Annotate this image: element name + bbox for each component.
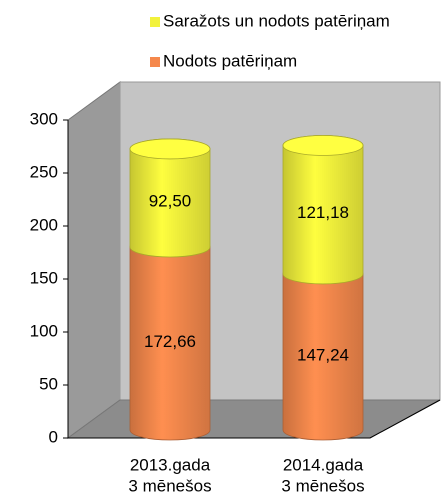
x-tick-label: 3 mēnešos: [281, 476, 364, 495]
legend-swatch: [150, 57, 160, 67]
y-tick-label: 100: [30, 321, 58, 340]
y-tick-label: 50: [39, 374, 58, 393]
cylinder-top: [282, 135, 364, 156]
value-label: 121,18: [297, 203, 349, 222]
y-tick-label: 0: [49, 427, 58, 446]
value-label: 172,66: [144, 332, 196, 351]
legend-label: Nodots patēriņam: [163, 51, 297, 70]
legend-swatch: [150, 17, 160, 27]
x-tick-label: 3 mēnešos: [128, 476, 211, 495]
value-label: 147,24: [297, 345, 349, 364]
legend-label: Saražots un nodots patēriņam: [163, 11, 390, 30]
floor: [66, 399, 441, 439]
y-tick-label: 150: [30, 268, 58, 287]
cylinder-top: [129, 138, 211, 160]
x-tick-label: 2014.gada: [283, 455, 364, 474]
value-label: 92,50: [149, 191, 192, 210]
x-tick-label: 2013.gada: [130, 455, 211, 474]
y-tick-label: 200: [30, 215, 58, 234]
y-tick-label: 250: [30, 162, 58, 181]
y-tick-label: 300: [30, 109, 58, 128]
side-wall: [67, 81, 121, 439]
